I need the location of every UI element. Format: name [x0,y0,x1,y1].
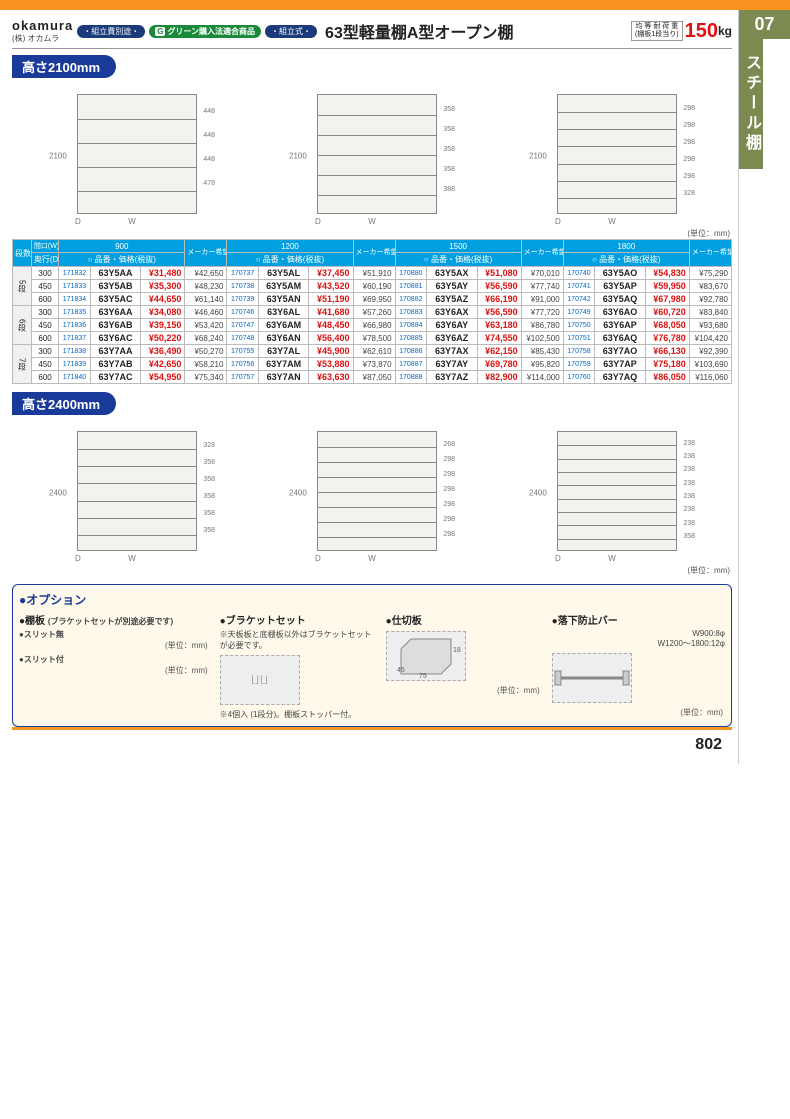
section2-heading: 高さ2400mm [12,392,116,415]
badge-green: Gグリーン購入法適合商品 [149,25,261,38]
bar-icon [552,653,632,703]
shelf-figure: 2100448448448478WD [47,86,217,226]
brand-block: okamura (株) オカムラ [12,18,73,44]
sidebar-category: スチール棚 [739,39,763,169]
section1-figures: 2100448448448478WD 2100358358358358388WD 2… [12,86,732,226]
svg-text:180: 180 [453,647,461,654]
bar-title: ●落下防止バー [552,612,725,627]
shelf-figure: 2400238238238238238238238358WD [527,423,697,563]
page-wrap: okamura (株) オカムラ ・組立費別途・ Gグリーン購入法適合商品 ・組… [0,10,790,764]
sidebar: 07 スチール棚 [738,10,790,764]
shelf-figure: 2400268298298298298298298WD [287,423,457,563]
unit-note-1: (単位：mm) [14,228,730,239]
load-value: 150 [685,20,718,43]
divider-icon: 180 75 45 [386,631,466,681]
section1-heading: 高さ2100mm [12,55,116,78]
page-number: 802 [12,727,732,760]
bracket-title: ●ブラケットセット [220,612,376,627]
options-title: ●オプション [19,591,725,608]
load-label: 均 等 耐 荷 重 (棚板1段当り) [631,21,683,40]
divider-title: ●仕切板 [386,612,542,627]
svg-text:75: 75 [419,673,427,679]
shelf-figure: 2400328358358358358358WD [47,423,217,563]
option-bar: ●落下防止バー W900:8φ W1200～1800:12φ (単位：mm) [552,608,725,720]
unit-note-2: (単位：mm) [14,565,730,576]
brand-name: okamura [12,18,73,33]
bracket-icon: ⎣⎦ ⎣⎦ [220,655,300,705]
svg-text:45: 45 [397,667,405,674]
option-shelf: ●棚板 (ブラケットセットが別途必要です) ●スリット無 (単位：mm) ●スリ… [19,608,210,720]
main-content: okamura (株) オカムラ ・組立費別途・ Gグリーン購入法適合商品 ・組… [0,10,738,764]
shelf-title: ●棚板 [19,616,45,627]
top-accent-bar [0,0,790,10]
sidebar-number: 07 [739,10,790,39]
load-capacity: 均 等 耐 荷 重 (棚板1段当り) 150 kg [631,20,732,43]
bracket-note2: ※4個入 (1段分)。棚板ストッパー付。 [220,709,376,720]
option-bracket: ●ブラケットセット ※天板板と底棚板以外はブラケットセットが必要です。 ⎣⎦ ⎣… [220,608,376,720]
product-header: okamura (株) オカムラ ・組立費別途・ Gグリーン購入法適合商品 ・組… [12,18,732,49]
product-title: 63型軽量棚A型オープン棚 [325,19,513,43]
bar-spec: W900:8φ W1200～1800:12φ [552,629,725,649]
badge-kit: ・組立式・ [265,25,317,38]
load-unit: kg [718,24,732,38]
badge-assembly-fee: ・組立費別途・ [77,25,145,38]
brand-sub: (株) オカムラ [12,33,73,44]
options-columns: ●棚板 (ブラケットセットが別途必要です) ●スリット無 (単位：mm) ●スリ… [19,608,725,720]
shelf-figure: 2100358358358358388WD [287,86,457,226]
shelf-slit-label: ●スリット付 [19,654,210,665]
shelf-noslit-label: ●スリット無 [19,629,210,640]
table-2100: 段数間口(W)900メーカー希望小売価格1200メーカー希望小売価格1500メー… [12,239,732,384]
shelf-figure: 2100298298298298298328WD [527,86,697,226]
bracket-note: ※天板板と底棚板以外はブラケットセットが必要です。 [220,629,376,651]
options-box: ●オプション ●棚板 (ブラケットセットが別途必要です) ●スリット無 (単位：… [12,584,732,727]
option-divider: ●仕切板 1807545 (単位：mm) [386,608,542,720]
section2-figures: 2400328358358358358358WD 2400268298298298… [12,423,732,563]
